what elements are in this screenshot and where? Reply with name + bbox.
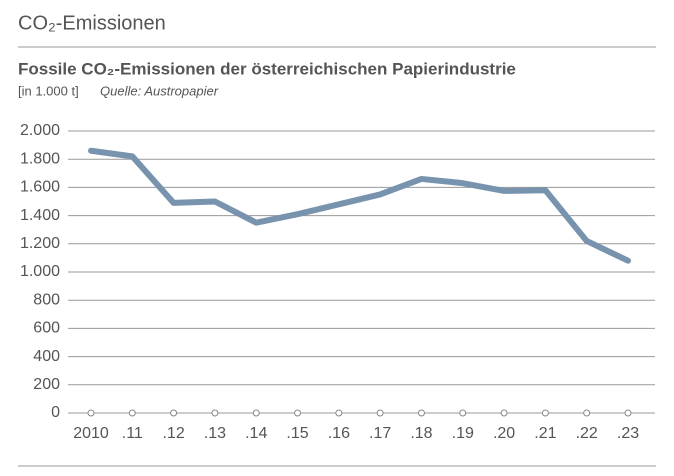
x-tick-marker bbox=[376, 409, 384, 417]
x-tick-marker bbox=[624, 409, 632, 417]
x-tick-marker bbox=[459, 409, 467, 417]
y-tick-label: 600 bbox=[33, 320, 60, 337]
x-tick-marker bbox=[252, 409, 260, 417]
y-tick-label: 1.400 bbox=[20, 207, 60, 224]
x-tick-marker bbox=[583, 409, 591, 417]
x-tick-marker bbox=[417, 409, 425, 417]
x-tick-marker bbox=[335, 409, 343, 417]
data-line bbox=[88, 147, 631, 264]
x-tick-label: .22 bbox=[576, 425, 598, 442]
x-tick-label: .13 bbox=[204, 425, 226, 442]
y-tick-label: 2.000 bbox=[20, 122, 60, 139]
x-tick-marker bbox=[170, 409, 178, 417]
x-tick-label: .16 bbox=[328, 425, 350, 442]
header: CO₂-Emissionen bbox=[18, 12, 166, 34]
x-tick-label: .23 bbox=[617, 425, 639, 442]
x-tick-label: .19 bbox=[452, 425, 474, 442]
x-tick-label: .21 bbox=[534, 425, 556, 442]
subtitle: [in 1.000 t] bbox=[18, 83, 79, 98]
y-tick-label: 1.600 bbox=[20, 179, 60, 196]
x-tick-label: 2010 bbox=[73, 425, 109, 442]
x-tick-label: .17 bbox=[369, 425, 391, 442]
x-tick-marker bbox=[128, 409, 136, 417]
y-tick-label: 1.200 bbox=[20, 235, 60, 252]
chart-title: Fossile CO₂-Emissionen der österreichisc… bbox=[18, 59, 516, 78]
x-tick-label: .11 bbox=[122, 425, 143, 442]
x-tick-marker bbox=[294, 409, 302, 417]
y-tick-label: 0 bbox=[51, 404, 60, 421]
y-tick-label: 400 bbox=[33, 348, 60, 365]
x-tick-label: .15 bbox=[286, 425, 308, 442]
x-tick-marker bbox=[87, 409, 95, 417]
y-tick-label: 1.800 bbox=[20, 150, 60, 167]
y-tick-label: 1.000 bbox=[20, 263, 60, 280]
x-tick-marker bbox=[211, 409, 219, 417]
x-tick-label: .18 bbox=[410, 425, 432, 442]
y-tick-label: 200 bbox=[33, 376, 60, 393]
y-tick-label: 800 bbox=[33, 291, 60, 308]
x-tick-marker bbox=[541, 409, 549, 417]
x-tick-label: .12 bbox=[162, 425, 184, 442]
x-tick-label: .14 bbox=[245, 425, 267, 442]
x-tick-label: .20 bbox=[493, 425, 515, 442]
x-tick-marker bbox=[500, 409, 508, 417]
source: Quelle: Austropapier bbox=[100, 83, 219, 98]
